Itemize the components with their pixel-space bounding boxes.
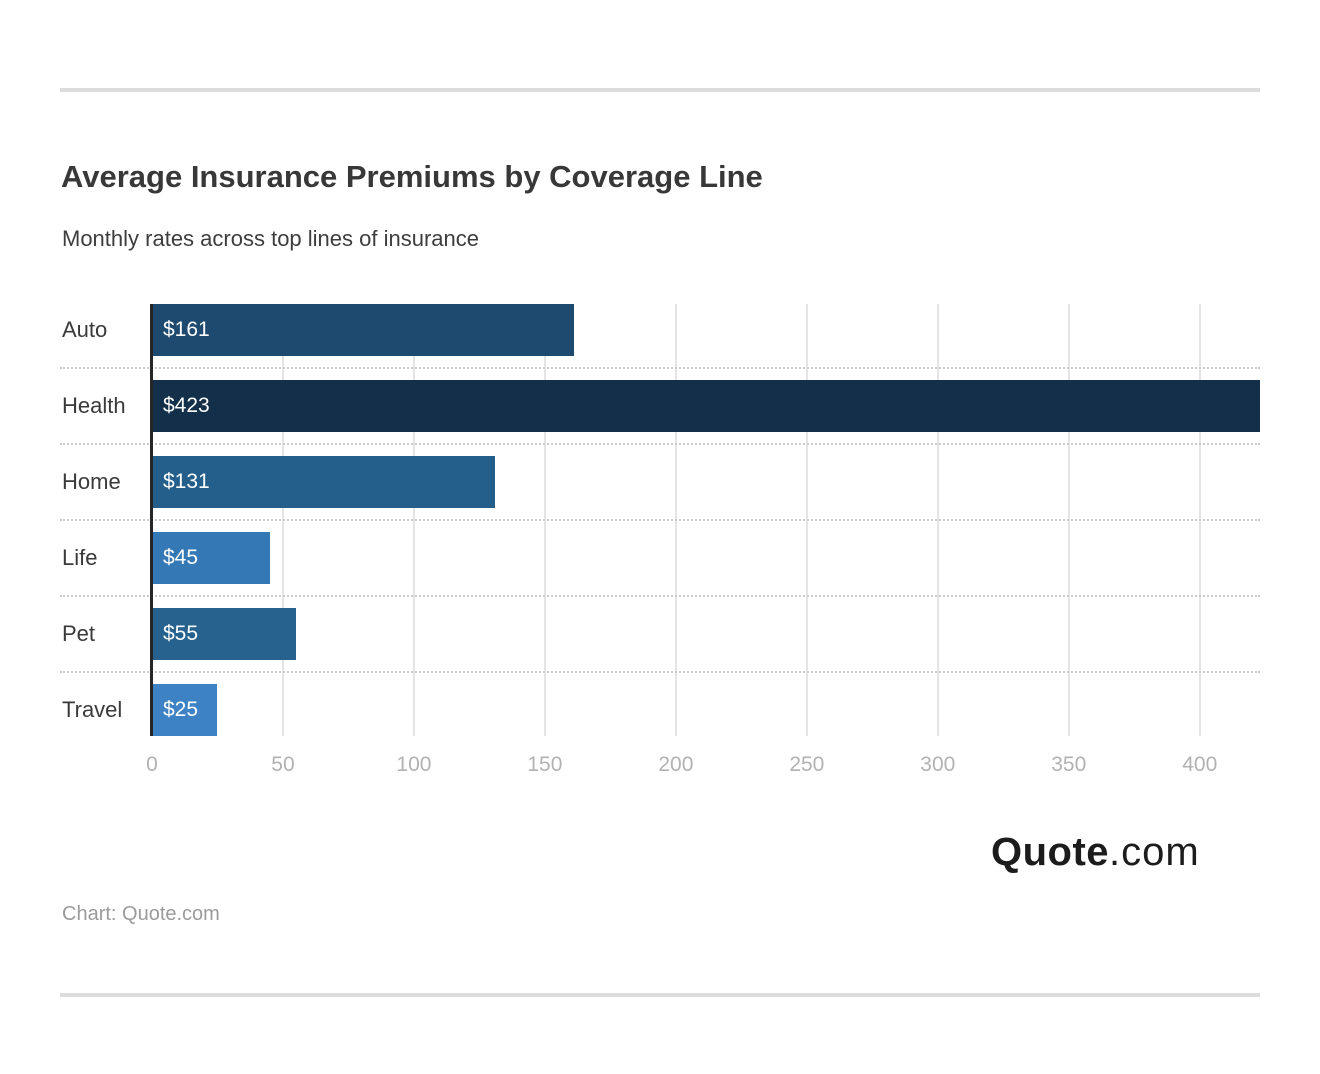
x-axis-tick-label: 0 bbox=[146, 753, 158, 776]
chart-title: Average Insurance Premiums by Coverage L… bbox=[61, 159, 763, 194]
bar-pet: $55 bbox=[152, 608, 297, 660]
x-axis-tick-label: 400 bbox=[1182, 753, 1218, 776]
row-separator bbox=[60, 671, 1260, 673]
row-separator bbox=[60, 443, 1260, 445]
top-divider bbox=[60, 88, 1260, 92]
row-separator bbox=[60, 595, 1260, 597]
logo-text-light: .com bbox=[1109, 830, 1200, 874]
x-axis-tick-label: 200 bbox=[658, 753, 694, 776]
x-axis-tick-label: 350 bbox=[1051, 753, 1087, 776]
source-credit: Chart: Quote.com bbox=[62, 903, 220, 925]
bar-value-label: $161 bbox=[163, 318, 210, 341]
bar-auto: $161 bbox=[152, 304, 574, 356]
quote-logo: Quote.com bbox=[991, 830, 1200, 875]
category-label-health: Health bbox=[62, 393, 126, 418]
bar-life: $45 bbox=[152, 532, 270, 584]
x-axis-tick-label: 300 bbox=[920, 753, 956, 776]
bar-value-label: $55 bbox=[163, 622, 199, 645]
bar-value-label: $131 bbox=[163, 470, 210, 493]
bar-travel: $25 bbox=[152, 684, 218, 736]
bar-value-label: $423 bbox=[163, 394, 210, 417]
category-label-travel: Travel bbox=[62, 697, 123, 722]
bar-value-label: $25 bbox=[163, 698, 199, 721]
bottom-divider bbox=[60, 993, 1260, 997]
x-axis-tick-label: 250 bbox=[789, 753, 825, 776]
category-label-home: Home bbox=[62, 469, 121, 494]
category-label-pet: Pet bbox=[62, 621, 96, 646]
chart-subtitle: Monthly rates across top lines of insura… bbox=[62, 226, 479, 251]
plot-area: 0 50 100 150 200 250 300 350 400 $161 $423 $131 $45 $… bbox=[60, 304, 1260, 776]
x-axis-tick-label: 50 bbox=[271, 753, 295, 776]
zero-axis-line bbox=[150, 304, 153, 736]
bar-home: $131 bbox=[152, 456, 496, 508]
category-label-auto: Auto bbox=[62, 317, 108, 342]
category-label-life: Life bbox=[62, 545, 98, 570]
x-axis-tick-label: 150 bbox=[527, 753, 563, 776]
x-axis-tick-label: 100 bbox=[396, 753, 432, 776]
row-separator bbox=[60, 519, 1260, 521]
bar-value-label: $45 bbox=[163, 546, 199, 569]
logo-text-bold: Quote bbox=[991, 830, 1110, 874]
bar-health: $423 bbox=[152, 380, 1260, 432]
row-separator bbox=[60, 367, 1260, 369]
